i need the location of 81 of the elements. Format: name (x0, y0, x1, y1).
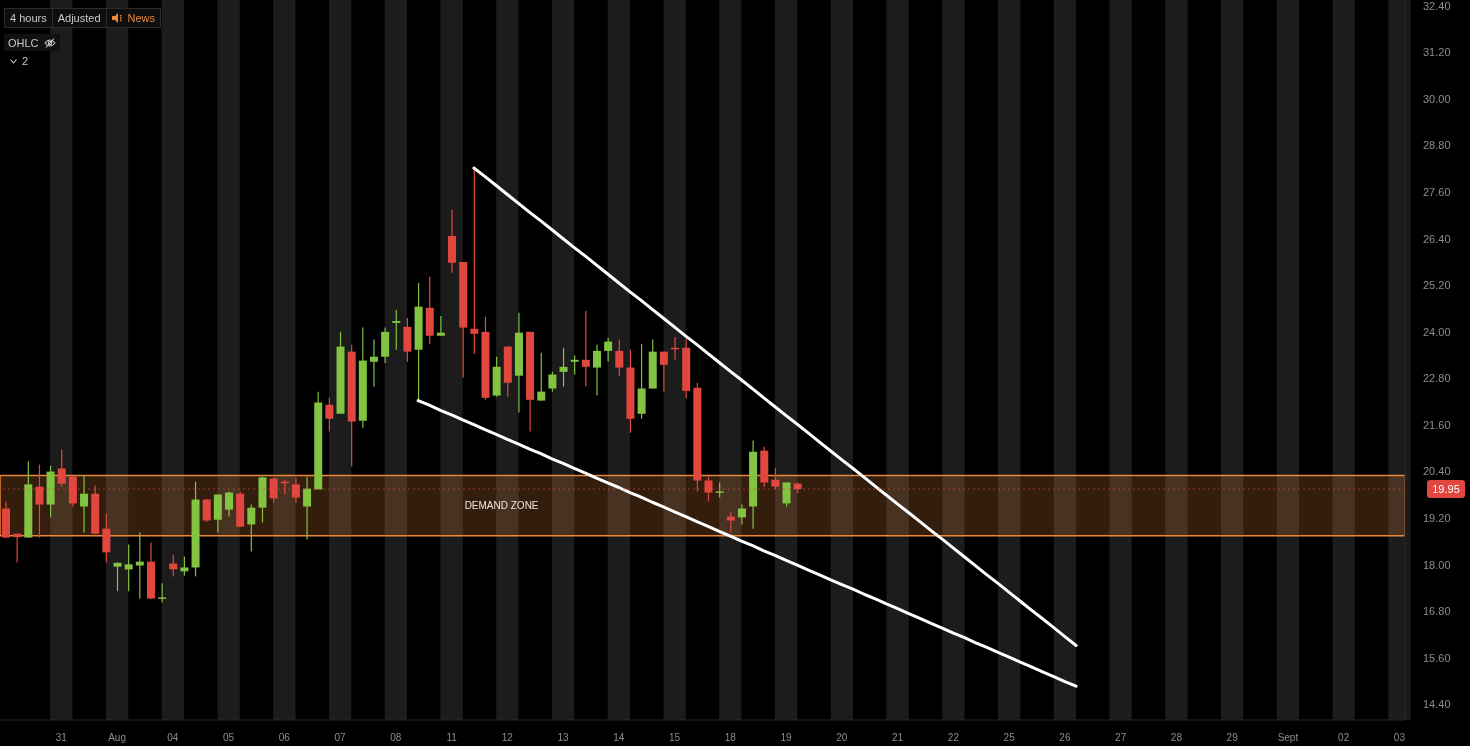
candlestick (737, 503, 746, 525)
x-tick-label: 13 (557, 732, 570, 744)
x-tick-label: 26 (1059, 732, 1071, 744)
candlestick (158, 582, 167, 603)
x-tick-label: 05 (223, 732, 235, 744)
x-tick-label: 12 (501, 732, 514, 744)
x-tick-label: 31 (55, 732, 68, 744)
y-tick-label: 19.20 (1423, 512, 1451, 525)
x-tick-label: 06 (278, 732, 291, 744)
candlestick (470, 168, 479, 355)
x-tick-label: 08 (390, 732, 402, 744)
y-tick-label: 21.60 (1423, 418, 1451, 431)
y-tick-label: 30.00 (1423, 92, 1451, 105)
annotation: 2 (22, 55, 29, 67)
annotation: 4 hours (9, 11, 48, 26)
annotation: Adjusted (51, 9, 106, 27)
candlestick (570, 354, 579, 376)
x-tick-label: 29 (1226, 732, 1239, 744)
candlestick (247, 503, 256, 553)
y-tick-label: 20.40 (1423, 465, 1451, 478)
candlestick (537, 352, 546, 402)
candlestick (581, 310, 590, 388)
candlestick (291, 476, 300, 504)
annotation: News (127, 11, 156, 26)
y-tick-label: 15.60 (1423, 651, 1451, 664)
candlestick (559, 347, 568, 388)
x-tick-label: 25 (1003, 732, 1016, 744)
y-tick-label: 14.40 (1423, 698, 1451, 711)
x-tick-label: Aug (108, 732, 126, 744)
x-tick-label: 14 (613, 732, 625, 744)
x-tick-label: 03 (1393, 732, 1406, 744)
x-tick-label: 20 (836, 732, 848, 744)
annotation: OHLC (8, 36, 39, 49)
x-tick-label: 02 (1338, 732, 1350, 744)
x-tick-label: 28 (1170, 732, 1183, 744)
x-tick-label: 11 (446, 732, 458, 744)
x-tick-label: Sept (1277, 732, 1299, 744)
candlestick (369, 339, 378, 388)
y-tick-label: 28.80 (1423, 139, 1451, 152)
y-tick-label: 22.80 (1423, 372, 1451, 385)
candlestick (57, 448, 66, 488)
y-tick-label: 18.00 (1423, 558, 1451, 571)
candlestick (704, 476, 713, 503)
candlestick (771, 467, 780, 491)
candlestick (782, 481, 791, 508)
y-tick-label: 25.20 (1423, 279, 1451, 292)
candlestick (392, 309, 401, 351)
y-tick-label: 16.80 (1423, 605, 1451, 618)
candlestick (303, 476, 312, 541)
candlestick (548, 371, 557, 393)
candlestick (325, 397, 334, 433)
candlestick (124, 543, 133, 592)
y-tick-label: 27.60 (1423, 186, 1451, 199)
candlestick (615, 339, 624, 377)
x-tick-label: 19 (780, 732, 793, 744)
candlestick (604, 337, 613, 363)
candlestick (180, 555, 189, 577)
ref-line-label: 19.95 (1432, 483, 1460, 496)
x-tick-label: 04 (167, 732, 179, 744)
candlestick (35, 464, 44, 539)
x-tick-label: 07 (334, 732, 347, 744)
candlestick (113, 561, 122, 592)
candlestick (102, 512, 111, 564)
candlestick (80, 474, 89, 534)
y-tick-label: 32.40 (1423, 0, 1451, 12)
candlestick (592, 344, 601, 397)
y-tick-label: 24.00 (1423, 325, 1451, 338)
x-tick-label: 27 (1115, 732, 1127, 744)
candlestick (436, 315, 445, 337)
candlestick (225, 490, 234, 518)
x-tick-label: 15 (669, 732, 681, 744)
x-tick-label: 18 (724, 732, 737, 744)
y-tick-label: 31.20 (1423, 46, 1451, 59)
candlestick (659, 351, 668, 393)
x-tick-label: 21 (892, 732, 904, 744)
candlestick (135, 531, 144, 600)
y-tick-label: 26.40 (1423, 232, 1451, 245)
candlestick (269, 476, 278, 504)
line-series (416, 399, 1078, 688)
x-tick-label: 22 (947, 732, 960, 744)
band-label: DEMAND ZONE (464, 500, 539, 512)
